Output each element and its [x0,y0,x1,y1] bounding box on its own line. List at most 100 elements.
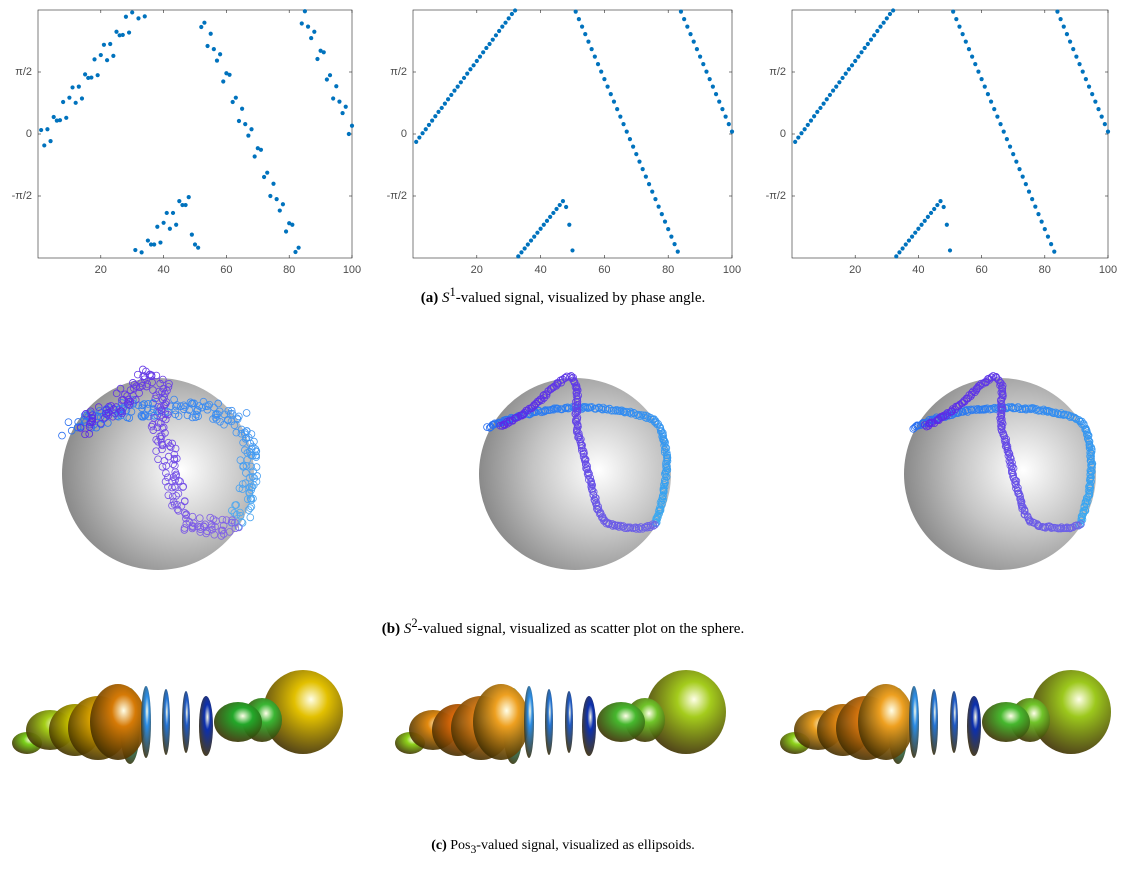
point [305,24,311,29]
point [133,247,138,253]
marker [247,496,256,504]
marker [997,405,1006,414]
point [1055,9,1060,14]
x-tick-label: 80 [662,264,674,276]
marker [223,415,232,424]
point [688,32,693,37]
point [1077,62,1082,67]
point [51,114,56,120]
point [48,139,53,144]
marker [558,405,566,414]
point [255,146,260,151]
point [299,21,304,26]
point [1004,137,1009,142]
point [164,210,169,216]
ellipsoid [141,686,151,758]
point [963,39,968,44]
marker [651,521,659,529]
point [445,97,451,102]
point [39,127,44,133]
point [951,9,956,14]
marker [226,409,235,418]
point [199,24,204,30]
point [916,226,921,231]
point [474,58,479,64]
point [872,33,877,38]
marker [621,524,629,532]
ellipsoid-row [780,670,1111,764]
marker [581,457,589,465]
point [957,24,962,29]
point [516,254,521,259]
marker [616,521,625,530]
x-tick-label: 60 [975,264,987,276]
marker [164,491,173,500]
marker [147,422,156,431]
marker [170,450,179,459]
point [595,62,601,67]
point [261,174,267,180]
point [1102,122,1107,127]
marker [234,412,243,421]
point [698,54,703,59]
point [490,37,495,42]
point [1096,107,1101,112]
marker [548,384,556,392]
point [992,107,997,112]
point [982,84,987,89]
y-tick-label: -π/2 [766,190,786,202]
marker [943,409,952,417]
marker [124,395,133,404]
point [346,131,351,137]
marker [228,506,236,515]
point [64,115,69,120]
point [859,50,864,55]
point [67,95,72,100]
marker [195,402,204,410]
marker [131,396,140,404]
marker [603,405,612,414]
ellipsoid [909,686,919,758]
marker [149,426,158,434]
point [83,72,88,77]
point [274,197,279,202]
point [887,11,893,17]
marker [661,439,669,448]
marker [210,403,218,412]
x-tick-label: 20 [849,264,861,276]
marker [243,455,252,464]
marker [180,509,189,517]
point [123,14,129,19]
marker [661,468,670,476]
marker [73,423,82,432]
marker [192,410,201,419]
marker [171,406,180,415]
marker [154,402,162,411]
ellipsoid [982,702,1030,742]
ellipsoid [90,684,146,760]
point [487,41,492,47]
y-tick-label: π/2 [15,66,32,78]
point [682,17,687,22]
point [414,139,419,144]
point [283,229,289,234]
marker [193,406,202,414]
marker [222,516,231,524]
point [1033,204,1038,209]
marker [239,463,247,471]
marker [616,407,625,416]
point [465,71,470,76]
point [1049,242,1054,247]
point [420,131,425,136]
point [897,250,902,255]
point [691,39,696,44]
point [1090,92,1095,97]
point [1074,54,1079,59]
point [985,92,991,97]
marker [1057,524,1065,533]
point [1105,129,1111,134]
marker [1006,453,1015,462]
x-tick-label: 40 [157,264,169,276]
marker [158,396,167,404]
point [570,248,575,253]
